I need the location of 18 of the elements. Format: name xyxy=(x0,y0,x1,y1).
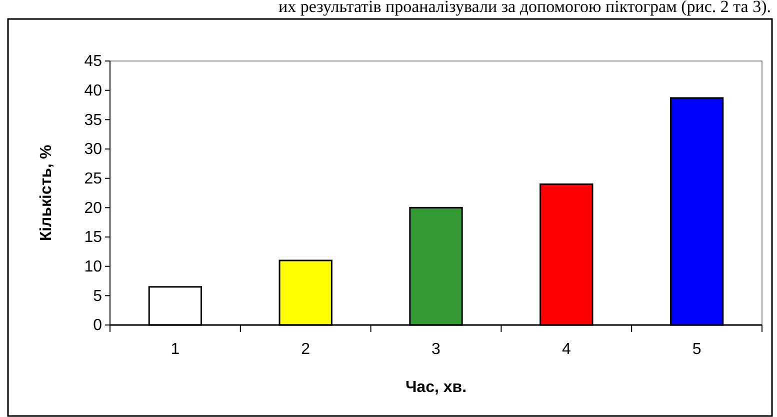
y-tick-label: 20 xyxy=(84,200,102,217)
x-tick-label: 1 xyxy=(170,341,180,358)
y-tick-label: 0 xyxy=(93,317,102,334)
y-tick-label: 30 xyxy=(84,141,102,158)
y-tick-label: 10 xyxy=(84,258,102,276)
y-tick-label: 5 xyxy=(93,288,102,305)
x-tick-label: 3 xyxy=(432,341,441,358)
y-tick-label: 35 xyxy=(84,112,102,129)
x-tick-label: 5 xyxy=(692,341,702,358)
x-tick-label: 4 xyxy=(562,341,571,358)
x-tick-label: 2 xyxy=(301,341,310,358)
y-tick-label: 15 xyxy=(84,229,102,246)
text: их результатів проаналізували за допомогою піктограм (рис. 2 та 3). xyxy=(278,0,771,16)
y-tick-label: 40 xyxy=(84,82,102,100)
x-axis-title: Час, хв. xyxy=(405,379,467,396)
y-tick-label: 45 xyxy=(84,53,102,70)
y-tick-label: 25 xyxy=(84,170,102,188)
y-axis-title: Кількість, % xyxy=(38,144,55,242)
